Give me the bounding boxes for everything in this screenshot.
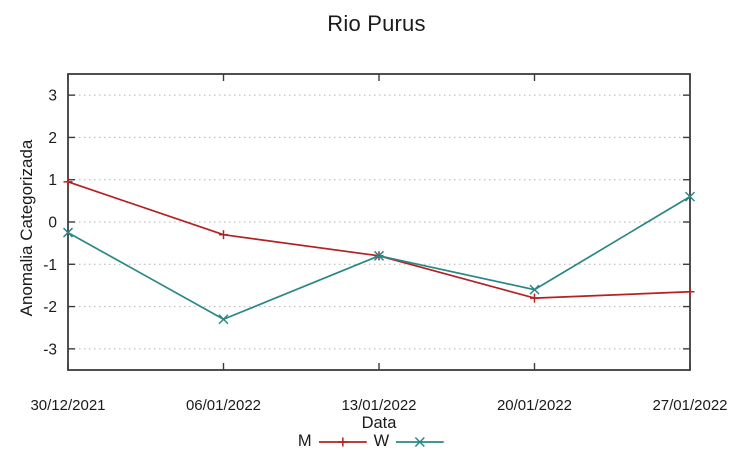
chart-title: Rio Purus: [327, 11, 426, 36]
marker-cross-icon: [684, 191, 696, 202]
legend-swatch-m-line-icon: [318, 437, 367, 446]
y-tick-label: -3: [43, 341, 57, 358]
marker-cross-icon: [373, 250, 385, 261]
y-tick-label: -2: [43, 299, 57, 316]
marker-cross-icon: [218, 314, 229, 325]
marker-cross-icon: [62, 227, 74, 238]
y-tick-label: 1: [48, 172, 57, 189]
x-tick-label: 20/01/2022: [497, 397, 572, 414]
marker-cross-icon: [529, 284, 540, 295]
x-tick-label: 06/01/2022: [186, 397, 261, 414]
series-line-m: [67, 181, 691, 299]
legend-label-w: W: [373, 432, 390, 450]
legend-swatch-w-line-icon: [396, 436, 445, 447]
y-tick-label: 2: [48, 130, 57, 147]
y-tick-label: -1: [43, 257, 57, 274]
y-tick-label: 3: [48, 88, 57, 105]
legend-label-m: M: [297, 432, 312, 450]
x-tick-label: 30/12/2021: [30, 397, 105, 414]
x-axis-title: Data: [361, 414, 397, 432]
x-tick-label: 27/01/2022: [652, 397, 727, 414]
x-tick-label: 13/01/2022: [341, 397, 416, 414]
legend: M W: [297, 432, 445, 451]
y-tick-label: 0: [48, 215, 57, 232]
